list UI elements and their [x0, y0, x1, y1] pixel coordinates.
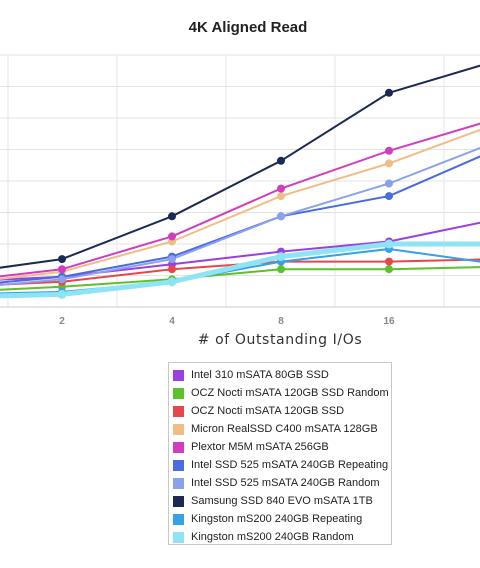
legend-swatch	[173, 369, 184, 381]
data-point	[58, 255, 66, 264]
data-point	[277, 212, 285, 221]
legend-item: Samsung SSD 840 EVO mSATA 1TB	[173, 492, 391, 510]
series-lines	[0, 64, 480, 299]
series-line-5	[0, 155, 480, 284]
legend-label: OCZ Nocti mSATA 120GB SSD Random	[191, 387, 389, 399]
legend-label: Intel SSD 525 mSATA 240GB Repeating	[191, 459, 389, 471]
data-point	[384, 239, 394, 249]
x-axis-label: # of Outstanding I/Os	[197, 332, 363, 348]
series-line-4	[0, 122, 480, 278]
legend-item: Kingston mS200 240GB Random	[173, 528, 391, 546]
data-point	[277, 192, 285, 201]
legend-label: Plextor M5M mSATA 256GB	[191, 441, 329, 453]
x-tick-label: 8	[278, 316, 284, 327]
legend-swatch	[173, 495, 184, 507]
series-line-3	[0, 128, 480, 280]
data-point	[58, 275, 66, 284]
series-line-2	[0, 258, 480, 286]
data-point	[277, 184, 285, 193]
legend-swatch	[173, 405, 184, 417]
legend-swatch	[173, 459, 184, 471]
data-point	[385, 159, 393, 168]
legend-label: Intel SSD 525 mSATA 240GB Random	[191, 477, 380, 489]
legend-swatch	[173, 513, 184, 525]
series-points	[57, 88, 394, 299]
data-point	[276, 252, 286, 262]
data-point	[57, 289, 67, 299]
data-point	[385, 179, 393, 188]
x-tick-label: 2	[59, 316, 65, 327]
data-point	[167, 277, 177, 287]
data-point	[168, 232, 176, 241]
legend-item: OCZ Nocti mSATA 120GB SSD	[173, 402, 391, 420]
legend-swatch	[173, 531, 184, 543]
data-point	[58, 265, 66, 274]
legend-label: Kingston mS200 240GB Random	[191, 531, 354, 543]
x-tick-label: 16	[383, 316, 395, 327]
data-point	[277, 265, 285, 274]
x-tick-label: 4	[169, 316, 175, 327]
legend-swatch	[173, 423, 184, 435]
line-chart: 2 4 8 16	[0, 54, 480, 327]
data-point	[385, 146, 393, 155]
legend-label: Samsung SSD 840 EVO mSATA 1TB	[191, 495, 373, 507]
data-point	[385, 88, 393, 97]
legend-item: Intel SSD 525 mSATA 240GB Random	[173, 474, 391, 492]
data-point	[168, 265, 176, 274]
data-point	[168, 255, 176, 264]
x-tick-labels: 2 4 8 16	[59, 316, 395, 327]
legend-swatch	[173, 441, 184, 453]
legend-label: Micron RealSSD C400 mSATA 128GB	[191, 423, 378, 435]
data-point	[385, 192, 393, 201]
legend-label: OCZ Nocti mSATA 120GB SSD	[191, 405, 345, 417]
chart-title: 4K Aligned Read	[188, 19, 308, 36]
legend-item: Intel SSD 525 mSATA 240GB Repeating	[173, 456, 391, 474]
legend-item: Plextor M5M mSATA 256GB	[173, 438, 391, 456]
series-line-7	[0, 64, 480, 269]
series-line-9	[0, 241, 480, 299]
series-line-1	[0, 266, 480, 291]
data-point	[277, 156, 285, 165]
data-point	[385, 257, 393, 266]
legend-item: Kingston mS200 240GB Repeating	[173, 510, 391, 528]
data-point	[168, 212, 176, 221]
legend-item: Micron RealSSD C400 mSATA 128GB	[173, 420, 391, 438]
legend-swatch	[173, 477, 184, 489]
legend-swatch	[173, 387, 184, 399]
legend-item: OCZ Nocti mSATA 120GB SSD Random	[173, 384, 391, 402]
legend-label: Kingston mS200 240GB Repeating	[191, 513, 363, 525]
chart-legend: Intel 310 mSATA 80GB SSD OCZ Nocti mSATA …	[168, 362, 392, 545]
series-line-6	[0, 147, 480, 287]
data-point	[385, 265, 393, 274]
legend-item: Intel 310 mSATA 80GB SSD	[173, 366, 391, 384]
legend-label: Intel 310 mSATA 80GB SSD	[191, 369, 329, 381]
